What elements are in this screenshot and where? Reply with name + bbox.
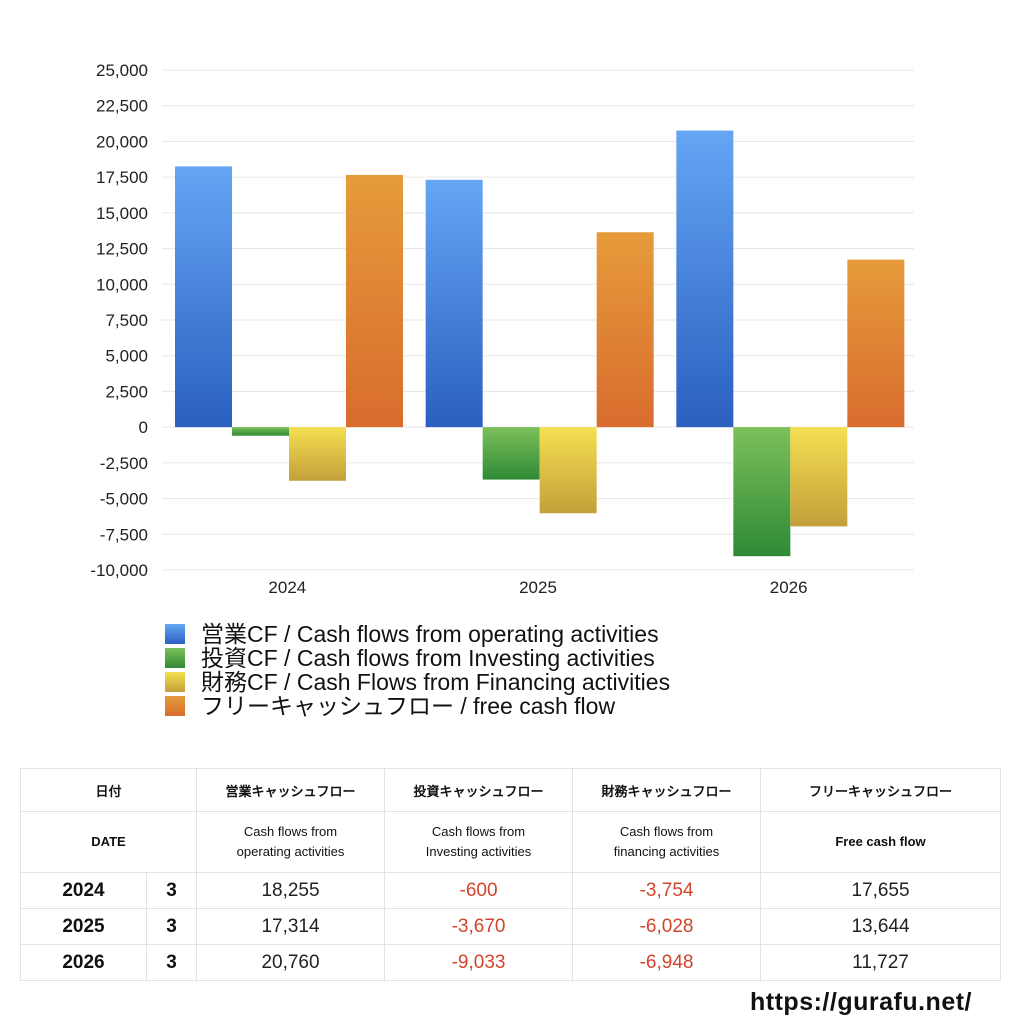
- x-tick-label-2024: 2024: [268, 578, 306, 597]
- header-operating-en: Cash flows from operating activities: [196, 811, 386, 873]
- y-tick-label: -7,500: [100, 525, 148, 544]
- cash-flow-table: 日付 営業キャッシュフロー 投資キャッシュフロー 財務キャッシュフロー フリーキ…: [19, 768, 1002, 981]
- bar-2026-series-1: [733, 427, 791, 557]
- legend-item-operating: 営業CF / Cash flows from operating activit…: [165, 622, 670, 646]
- header-free-en: Free cash flow: [760, 811, 1002, 873]
- bar-2025-series-0: [425, 179, 483, 428]
- row-year: 2024: [20, 872, 147, 909]
- bar-2026-series-2: [790, 427, 848, 527]
- row-investing: -600: [384, 872, 574, 909]
- y-tick-label: -2,500: [100, 454, 148, 473]
- row-financing: -6,028: [572, 908, 762, 945]
- row-free: 11,727: [760, 944, 1002, 981]
- legend-item-investing: 投資CF / Cash flows from Investing activit…: [165, 646, 670, 670]
- y-tick-label: 15,000: [96, 204, 148, 223]
- header-financing-en-line2: financing activities: [613, 844, 720, 859]
- bar-2024-series-3: [346, 174, 403, 428]
- header-investing-en-line2: Investing activities: [425, 844, 532, 859]
- table-row: 2025 3 17,314 -3,670 -6,028 13,644: [20, 908, 1002, 945]
- row-year: 2026: [20, 944, 147, 981]
- y-tick-label: -5,000: [100, 490, 148, 509]
- table-row: 2026 3 20,760 -9,033 -6,948 11,727: [20, 944, 1002, 981]
- row-investing: -3,670: [384, 908, 574, 945]
- row-financing: -6,948: [572, 944, 762, 981]
- chart-legend: 営業CF / Cash flows from operating activit…: [165, 622, 670, 718]
- header-investing-jp: 投資キャッシュフロー: [384, 768, 574, 812]
- y-tick-label: 7,500: [105, 311, 148, 330]
- table-header-jp: 日付 営業キャッシュフロー 投資キャッシュフロー 財務キャッシュフロー フリーキ…: [19, 768, 1002, 812]
- table-row: 2024 3 18,255 -600 -3,754 17,655: [20, 872, 1002, 909]
- row-month: 3: [145, 908, 198, 945]
- bar-2025-series-3: [596, 232, 654, 428]
- legend-label-investing: 投資CF / Cash flows from Investing activit…: [201, 645, 655, 671]
- table-header-en: DATE Cash flows from operating activities…: [19, 811, 1002, 873]
- legend-swatch-operating: [165, 624, 185, 644]
- x-tick-label-2025: 2025: [519, 578, 557, 597]
- y-tick-label: 0: [139, 418, 148, 437]
- legend-swatch-investing: [165, 648, 185, 668]
- bars: [175, 130, 905, 557]
- row-free: 13,644: [760, 908, 1002, 945]
- header-investing-en-line1: Cash flows from: [431, 824, 526, 839]
- row-month: 3: [145, 944, 198, 981]
- header-date-jp: 日付: [19, 768, 198, 812]
- y-tick-label: 5,000: [105, 347, 148, 366]
- row-financing: -3,754: [572, 872, 762, 909]
- legend-label-operating: 営業CF / Cash flows from operating activit…: [201, 621, 659, 647]
- row-free: 17,655: [760, 872, 1002, 909]
- y-tick-label: 2,500: [105, 382, 148, 401]
- bar-2024-series-2: [289, 427, 346, 481]
- header-financing-jp: 財務キャッシュフロー: [572, 768, 762, 812]
- bar-2024-series-1: [232, 427, 289, 436]
- bar-2026-series-3: [847, 259, 905, 428]
- y-tick-label: -10,000: [90, 561, 148, 580]
- y-axis-ticks: 25,000 22,500 20,000 17,500 15,000 12,500 10,0…: [90, 61, 148, 580]
- header-operating-en-line1: Cash flows from: [243, 824, 338, 839]
- row-investing: -9,033: [384, 944, 574, 981]
- header-operating-en-line2: operating activities: [236, 844, 345, 859]
- y-tick-label: 10,000: [96, 275, 148, 294]
- bar-2024-series-0: [175, 166, 232, 428]
- row-month: 3: [145, 872, 198, 909]
- header-free-jp: フリーキャッシュフロー: [760, 768, 1002, 812]
- legend-label-free: フリーキャッシュフロー / free cash flow: [201, 693, 616, 719]
- legend-swatch-free: [165, 696, 185, 716]
- bar-2026-series-0: [676, 130, 734, 428]
- x-tick-label-2026: 2026: [770, 578, 808, 597]
- cash-flow-bar-chart: 25,000 22,500 20,000 17,500 15,000 12,500 10,0…: [90, 61, 914, 597]
- legend-swatch-financing: [165, 672, 185, 692]
- row-operating: 20,760: [196, 944, 386, 981]
- row-operating: 17,314: [196, 908, 386, 945]
- legend-item-free: フリーキャッシュフロー / free cash flow: [165, 694, 670, 718]
- site-url: https://gurafu.net/: [750, 988, 972, 1016]
- header-financing-en: Cash flows from financing activities: [572, 811, 762, 873]
- y-tick-label: 20,000: [96, 132, 148, 151]
- header-financing-en-line1: Cash flows from: [619, 824, 714, 839]
- y-tick-label: 17,500: [96, 168, 148, 187]
- legend-item-financing: 財務CF / Cash Flows from Financing activit…: [165, 670, 670, 694]
- x-axis-ticks: 2024 2025 2026: [268, 578, 807, 597]
- bar-2025-series-1: [482, 427, 540, 480]
- row-year: 2025: [20, 908, 147, 945]
- row-operating: 18,255: [196, 872, 386, 909]
- y-tick-label: 12,500: [96, 240, 148, 259]
- y-tick-label: 25,000: [96, 61, 148, 80]
- bar-2025-series-2: [539, 427, 597, 514]
- legend-label-financing: 財務CF / Cash Flows from Financing activit…: [201, 669, 671, 695]
- header-date-en: DATE: [19, 811, 198, 873]
- header-operating-jp: 営業キャッシュフロー: [196, 768, 386, 812]
- header-investing-en: Cash flows from Investing activities: [384, 811, 574, 873]
- y-tick-label: 22,500: [96, 97, 148, 116]
